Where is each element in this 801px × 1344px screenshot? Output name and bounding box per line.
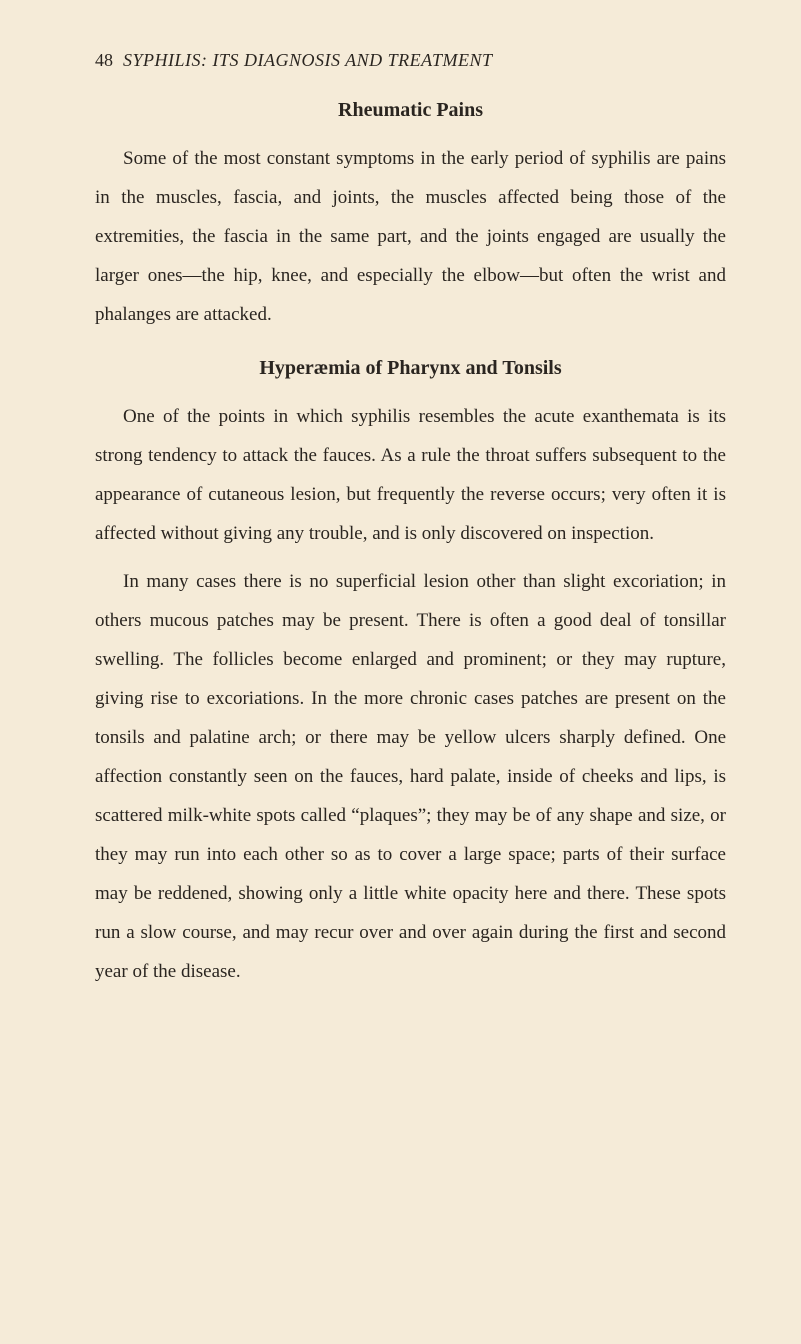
page-header: 48 SYPHILIS: ITS DIAGNOSIS AND TREATMENT: [95, 50, 726, 71]
section-heading-rheumatic: Rheumatic Pains: [95, 99, 726, 122]
body-paragraph: Some of the most constant symptoms in th…: [95, 140, 726, 335]
body-paragraph: One of the points in which syphilis rese…: [95, 398, 726, 554]
section-heading-hyperaemia: Hyperæmia of Pharynx and Tonsils: [95, 357, 726, 380]
page-number: 48: [95, 50, 113, 71]
running-title: SYPHILIS: ITS DIAGNOSIS AND TREATMENT: [123, 50, 493, 71]
body-paragraph: In many cases there is no superficial le…: [95, 563, 726, 991]
